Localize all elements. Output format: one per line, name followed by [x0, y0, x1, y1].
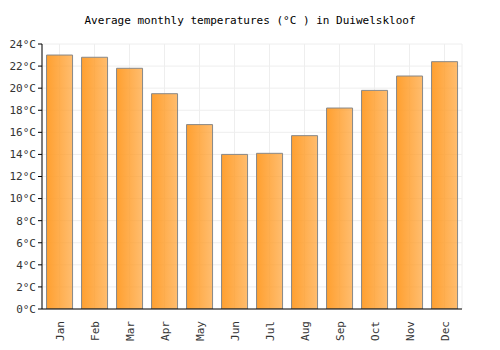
svg-text:20°C: 20°C	[10, 82, 37, 95]
svg-text:Oct: Oct	[369, 321, 382, 341]
svg-text:Apr: Apr	[159, 321, 172, 341]
svg-text:Jan: Jan	[54, 321, 67, 341]
svg-text:24°C: 24°C	[10, 38, 37, 51]
svg-text:14°C: 14°C	[10, 148, 37, 161]
svg-text:6°C: 6°C	[16, 237, 36, 250]
svg-text:Feb: Feb	[89, 321, 102, 341]
svg-text:12°C: 12°C	[10, 170, 37, 183]
svg-text:Aug: Aug	[299, 321, 312, 341]
svg-text:Jun: Jun	[229, 321, 242, 341]
svg-text:18°C: 18°C	[10, 104, 37, 117]
svg-text:Jul: Jul	[264, 321, 277, 341]
svg-text:Nov: Nov	[404, 321, 417, 341]
svg-text:Dec: Dec	[439, 321, 452, 341]
svg-text:8°C: 8°C	[16, 215, 36, 228]
svg-text:4°C: 4°C	[16, 259, 36, 272]
svg-text:0°C: 0°C	[16, 303, 36, 316]
svg-text:Mar: Mar	[124, 321, 137, 341]
svg-text:10°C: 10°C	[10, 192, 37, 205]
html-text:Average monthly temperatures (: Average monthly temperatures (°C ) in Du…	[84, 14, 416, 27]
svg-text:May: May	[194, 321, 207, 341]
svg-text:Sep: Sep	[334, 321, 347, 341]
svg-text:16°C: 16°C	[10, 126, 37, 139]
svg-text:22°C: 22°C	[10, 60, 37, 73]
svg-text:2°C: 2°C	[16, 281, 36, 294]
